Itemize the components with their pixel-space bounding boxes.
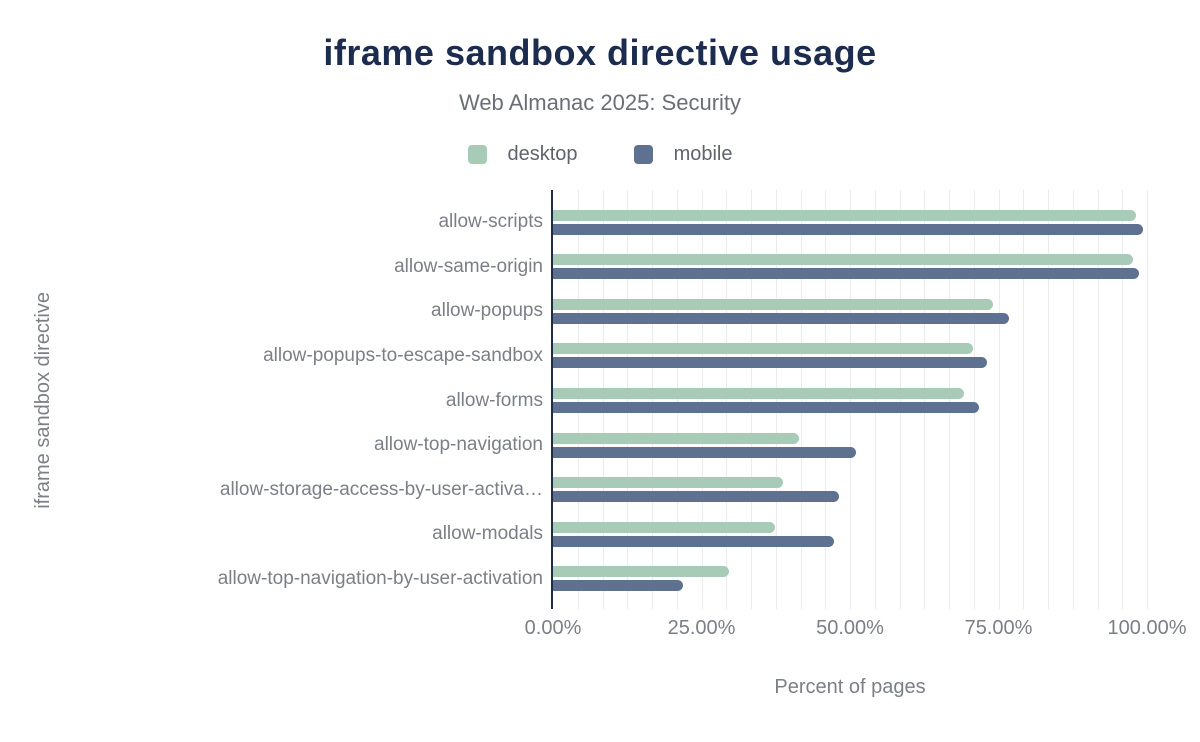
gridline <box>899 190 901 609</box>
bar-row: allow-storage-access-by-user-activa… <box>220 467 1147 512</box>
x-tick-label: 50.00% <box>816 617 884 639</box>
gridline <box>800 190 802 609</box>
mobile-bar <box>553 268 1139 280</box>
desktop-bar <box>553 477 783 489</box>
category-label: allow-popups <box>431 300 543 322</box>
desktop-bar <box>553 388 965 400</box>
gridline <box>652 190 653 609</box>
bar-row: allow-popups-to-escape-sandbox <box>263 334 1147 379</box>
gridline <box>1072 190 1074 609</box>
gridline <box>825 190 827 609</box>
x-tick-label: 75.00% <box>964 617 1033 639</box>
gridline <box>973 190 975 609</box>
x-tick-label: 100.00% <box>1107 617 1187 639</box>
category-label: allow-same-origin <box>394 255 543 277</box>
chart-subtitle: Web Almanac 2025: Security <box>458 90 742 115</box>
desktop-bar <box>553 432 799 444</box>
gridline <box>850 190 851 609</box>
gridline <box>701 190 703 609</box>
gridline <box>949 190 950 609</box>
legend-item-mobile[interactable]: mobile <box>633 143 733 166</box>
bar-row: allow-same-origin <box>394 245 1147 290</box>
y-axis-title: iframe sandbox directive <box>28 180 58 620</box>
gridline <box>998 190 1000 609</box>
x-axis-title: Percent of pages <box>774 676 926 698</box>
mobile-bar <box>553 223 1144 235</box>
gridline <box>726 190 728 609</box>
mobile-bar <box>553 580 684 592</box>
legend-label: desktop <box>507 143 578 165</box>
bar-row: allow-forms <box>446 378 1147 423</box>
gridline <box>577 190 579 609</box>
legend-swatch-mobile <box>633 145 653 164</box>
desktop-bar <box>553 343 973 355</box>
x-tick-label: 0.00% <box>524 617 582 639</box>
mobile-bar <box>553 535 834 547</box>
bar-row: allow-popups <box>431 289 1147 334</box>
desktop-bar <box>553 298 993 310</box>
category-label: allow-top-navigation-by-user-activation <box>217 567 543 589</box>
bar-rows: allow-scripts allow-same-origin allow-popu… <box>218 200 1147 602</box>
legend-item-desktop[interactable]: desktop <box>467 143 578 166</box>
category-label: allow-forms <box>445 389 543 411</box>
category-label: allow-modals <box>432 523 543 545</box>
gridline <box>602 190 604 609</box>
category-label: allow-storage-access-by-user-activa… <box>219 478 543 500</box>
mobile-bar <box>553 446 856 458</box>
bar-row: allow-top-navigation-by-user-activation <box>218 557 1147 602</box>
category-label: allow-top-navigation <box>374 434 543 456</box>
gridline <box>874 190 876 609</box>
y-axis-title-text: iframe sandbox directive <box>31 291 54 509</box>
gridline <box>751 190 752 609</box>
bar-row: allow-top-navigation <box>374 423 1147 468</box>
gridline <box>1097 190 1099 609</box>
mobile-bar <box>553 357 987 369</box>
y-axis-line <box>551 190 553 609</box>
desktop-bar <box>553 209 1137 221</box>
legend-swatch-desktop <box>467 145 487 164</box>
desktop-bar <box>553 254 1133 266</box>
gridline <box>1147 190 1148 609</box>
x-tick-label: 25.00% <box>667 617 736 639</box>
bar-row: allow-scripts <box>438 200 1147 245</box>
legend-label: mobile <box>673 143 733 165</box>
category-label: allow-scripts <box>438 211 543 233</box>
gridline <box>924 190 926 609</box>
x-tick-labels: 0.00% 25.00% 50.00% 75.00% 100.00% <box>525 617 1187 643</box>
mobile-bar <box>553 402 979 414</box>
gridline <box>676 190 678 609</box>
bar-row: allow-modals <box>432 512 1147 557</box>
gridline <box>775 190 777 609</box>
category-label: allow-popups-to-escape-sandbox <box>263 344 543 366</box>
mobile-bar <box>553 491 839 503</box>
chart-title: iframe sandbox directive usage <box>323 32 877 73</box>
legend: desktop mobile <box>0 143 1200 166</box>
plot-area: allow-scripts allow-same-origin allow-popu… <box>218 190 1148 609</box>
gridline <box>1122 190 1124 609</box>
gridline <box>1023 190 1025 609</box>
mobile-bar <box>553 312 1010 324</box>
desktop-bar <box>553 566 729 578</box>
desktop-bar <box>553 521 776 533</box>
gridline <box>627 190 629 609</box>
gridline <box>1048 190 1049 609</box>
